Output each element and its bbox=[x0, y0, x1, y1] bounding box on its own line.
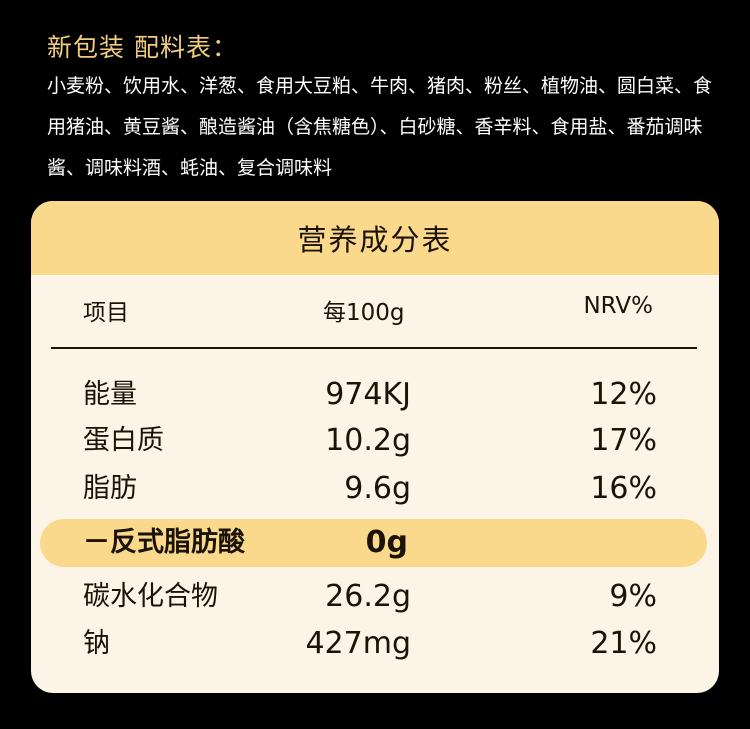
nutrition-card-header: 营养成分表 bbox=[31, 201, 719, 275]
table-row: 脂肪 9.6g 16% bbox=[31, 469, 719, 509]
nutrient-value: 26.2g bbox=[325, 579, 411, 614]
table-row: 能量 974KJ 12% bbox=[31, 375, 719, 415]
nutrient-nrv: 16% bbox=[590, 471, 657, 506]
nutrient-name: 能量 bbox=[83, 379, 137, 410]
table-row: 蛋白质 10.2g 17% bbox=[31, 421, 719, 461]
ingredients-title: 新包装 配料表： bbox=[47, 33, 238, 62]
nutrient-name: 钠 bbox=[83, 628, 110, 659]
nutrient-value: 974KJ bbox=[325, 377, 411, 412]
header-divider bbox=[51, 347, 697, 349]
nutrient-nrv: 12% bbox=[590, 377, 657, 412]
nutrient-nrv: 17% bbox=[590, 423, 657, 458]
column-header-nrv: NRV% bbox=[583, 293, 653, 319]
nutrient-name: 蛋白质 bbox=[83, 425, 164, 456]
ingredients-text: 小麦粉、饮用水、洋葱、食用大豆粕、牛肉、猪肉、粉丝、植物油、圆白菜、食用猪油、黄… bbox=[47, 75, 713, 179]
nutrient-value: 9.6g bbox=[344, 471, 411, 506]
highlight-row-trans-fat: －反式脂肪酸 0g bbox=[40, 519, 707, 567]
nutrition-table-title: 营养成分表 bbox=[297, 223, 453, 257]
nutrient-nrv: 21% bbox=[590, 626, 657, 661]
nutrient-name: 脂肪 bbox=[83, 473, 137, 504]
column-header-per-100g: 每100g bbox=[323, 300, 405, 326]
nutrient-value: 0g bbox=[365, 525, 408, 560]
nutrient-value: 427mg bbox=[305, 626, 411, 661]
nutrient-nrv: 9% bbox=[609, 579, 657, 614]
nutrient-name: －反式脂肪酸 bbox=[83, 527, 245, 558]
table-row: 钠 427mg 21% bbox=[31, 624, 719, 664]
table-row: 碳水化合物 26.2g 9% bbox=[31, 577, 719, 617]
nutrient-value: 10.2g bbox=[325, 423, 411, 458]
nutrition-card: 营养成分表 项目 每100g NRV% 能量 974KJ 12% 蛋白质 10.… bbox=[31, 201, 719, 693]
nutrient-name: 碳水化合物 bbox=[83, 581, 218, 612]
column-header-item: 项目 bbox=[83, 300, 129, 326]
